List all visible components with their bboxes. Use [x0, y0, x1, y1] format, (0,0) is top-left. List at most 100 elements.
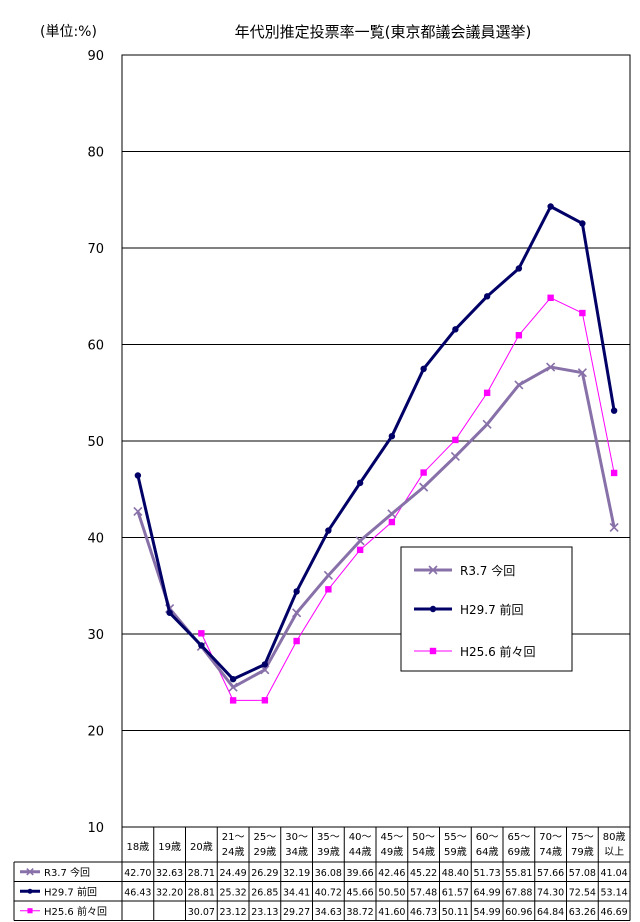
data-point — [579, 220, 586, 227]
y-tick-label: 20 — [87, 725, 104, 740]
data-label: 23.13 — [251, 907, 278, 918]
category-label: 30～ 34歳 — [285, 832, 308, 858]
table-row: R3.7 今回 42.70 32.63 28.71 24.49 26.29 32.19 36.… — [20, 866, 628, 879]
series-0 — [133, 362, 619, 692]
category-label: 65～ 69歳 — [508, 832, 531, 858]
data-point — [293, 588, 300, 595]
gridlines — [122, 151, 630, 731]
data-point — [452, 436, 459, 444]
data-point — [609, 522, 619, 533]
data-label: 57.48 — [410, 887, 437, 898]
data-point — [420, 365, 427, 373]
data-label: 29.27 — [283, 907, 310, 918]
data-label: 28.81 — [188, 887, 215, 898]
data-label: 40.72 — [315, 887, 342, 898]
data-label: 32.63 — [156, 868, 183, 879]
y-tick-label: 50 — [87, 435, 104, 450]
data-label: 63.26 — [569, 907, 596, 918]
data-point — [428, 565, 438, 575]
data-label: 61.57 — [442, 887, 469, 898]
data-label: 64.84 — [537, 907, 564, 918]
data-point — [429, 647, 437, 655]
data-point — [228, 682, 238, 692]
legend-entry: R3.7 今回 — [414, 563, 515, 578]
data-point — [515, 332, 523, 339]
data-point — [420, 469, 427, 476]
series-line — [200, 297, 615, 701]
unit-label: (単位:%) — [40, 24, 97, 40]
data-label: 46.69 — [601, 907, 628, 918]
series-line — [136, 365, 616, 689]
y-tick-label: 40 — [87, 532, 104, 547]
legend-label: H25.6 前々回 — [460, 644, 536, 659]
legend-entry: H29.7 前回 — [414, 602, 524, 617]
y-tick-label: 70 — [87, 242, 104, 257]
legend-label: R3.7 今回 — [460, 563, 515, 578]
category-label: 21～ 24歳 — [222, 832, 245, 858]
series-2 — [198, 294, 618, 704]
category-label: 70～ 74歳 — [539, 832, 562, 858]
data-point — [482, 419, 492, 429]
data-point — [579, 309, 586, 317]
category-label: 75～ 79歳 — [571, 832, 594, 858]
data-label: 39.66 — [347, 868, 374, 879]
category-label: 40～ 44歳 — [349, 832, 372, 858]
category-label: 60～ 64歳 — [476, 832, 499, 858]
category-label: 20歳 — [190, 841, 213, 853]
data-label: 53.14 — [601, 887, 628, 898]
data-point — [323, 570, 333, 580]
data-point — [198, 642, 205, 649]
y-axis: 10 20 30 40 50 60 70 80 90 — [87, 49, 104, 836]
data-point — [261, 697, 269, 704]
data-point — [388, 518, 396, 526]
data-label: 60.96 — [505, 907, 532, 918]
data-point — [610, 407, 618, 414]
data-table: 18歳 19歳 20歳 21～ 24歳 25～ 29歳 30～ 34歳 35～ 39歳 40～ 44歳 4… — [13, 827, 631, 921]
data-label: 28.71 — [188, 868, 215, 879]
data-label: 50.50 — [378, 887, 405, 898]
series-1 — [134, 203, 618, 683]
data-label: 34.63 — [315, 907, 342, 918]
data-point — [293, 637, 300, 645]
data-label: 55.81 — [505, 868, 532, 879]
data-label: 26.85 — [251, 887, 278, 898]
data-label: 26.29 — [251, 868, 278, 879]
data-point — [26, 867, 34, 876]
row-label: R3.7 今回 — [44, 866, 90, 879]
data-label: 48.40 — [442, 868, 469, 879]
data-point — [198, 630, 205, 637]
data-point — [514, 380, 524, 390]
data-point — [547, 294, 554, 301]
data-point — [452, 326, 459, 333]
data-label: 46.43 — [124, 887, 151, 898]
data-point — [429, 605, 437, 613]
category-label: 25～ 29歳 — [254, 832, 277, 858]
data-point — [577, 368, 587, 378]
data-point — [134, 472, 142, 479]
legend-label: H29.7 前回 — [460, 602, 524, 617]
y-tick-label: 10 — [87, 821, 104, 836]
data-point — [483, 389, 491, 397]
table-row: H25.6 前々回 30.07 23.12 23.13 29.27 34.63 38.72 4… — [20, 905, 628, 918]
data-point — [133, 506, 143, 517]
data-point — [229, 697, 237, 704]
data-point — [325, 527, 332, 534]
row-label: H25.6 前々回 — [44, 905, 107, 918]
legend-entry: H25.6 前々回 — [414, 644, 536, 659]
data-point — [166, 609, 173, 616]
data-point — [229, 675, 237, 683]
data-label: 51.73 — [474, 868, 501, 879]
data-point — [515, 265, 523, 272]
data-label: 24.49 — [220, 868, 247, 879]
data-label: 41.04 — [601, 868, 628, 879]
data-label: 45.66 — [347, 887, 374, 898]
data-point — [261, 661, 269, 668]
category-label: 19歳 — [158, 841, 181, 853]
data-label: 74.30 — [537, 887, 564, 898]
data-label: 25.32 — [220, 887, 247, 898]
category-label: 80歳以上 — [603, 831, 626, 858]
data-point — [27, 908, 33, 914]
y-tick-label: 90 — [87, 49, 104, 64]
data-label: 64.99 — [474, 887, 501, 898]
